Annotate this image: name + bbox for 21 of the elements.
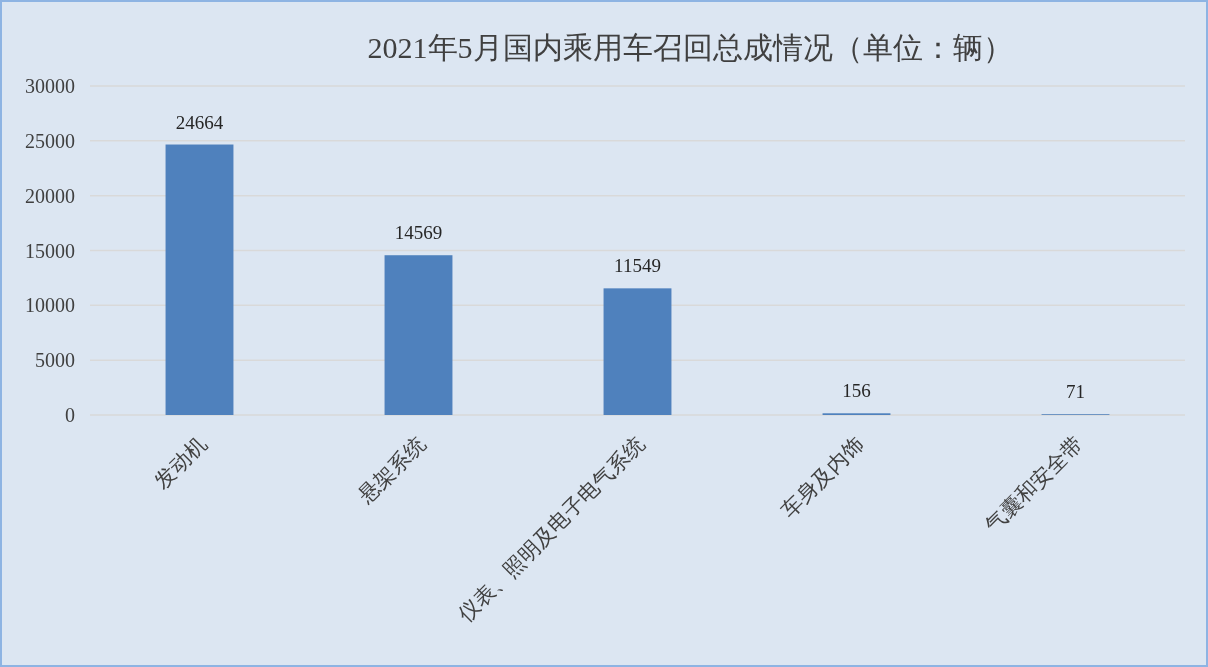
y-tick-label: 20000: [25, 184, 75, 207]
y-tick-label: 25000: [25, 129, 75, 152]
bar: [384, 255, 453, 415]
y-tick-label: 10000: [25, 294, 75, 317]
bar: [603, 288, 672, 415]
data-label: 156: [842, 380, 871, 402]
data-label: 24664: [175, 111, 224, 133]
chart-title: 2021年5月国内乘用车召回总成情况（单位：辆）: [367, 31, 1013, 64]
data-label: 71: [1066, 381, 1085, 403]
data-label: 11549: [614, 255, 661, 277]
y-tick-label: 5000: [35, 349, 75, 372]
x-tick-label: 发动机: [149, 431, 212, 494]
x-tick-label: 气囊和安全带: [980, 431, 1088, 538]
data-label: 14569: [394, 222, 443, 244]
y-tick-label: 15000: [25, 239, 75, 262]
y-tick-label: 0: [65, 404, 75, 426]
x-tick-label: 悬架系统: [352, 431, 431, 509]
x-tick-label: 仪表、照明及电子电气系统: [453, 431, 650, 627]
x-tick-label: 车身及内饰: [776, 431, 869, 523]
bar: [165, 144, 234, 415]
y-tick-label: 30000: [25, 75, 75, 97]
